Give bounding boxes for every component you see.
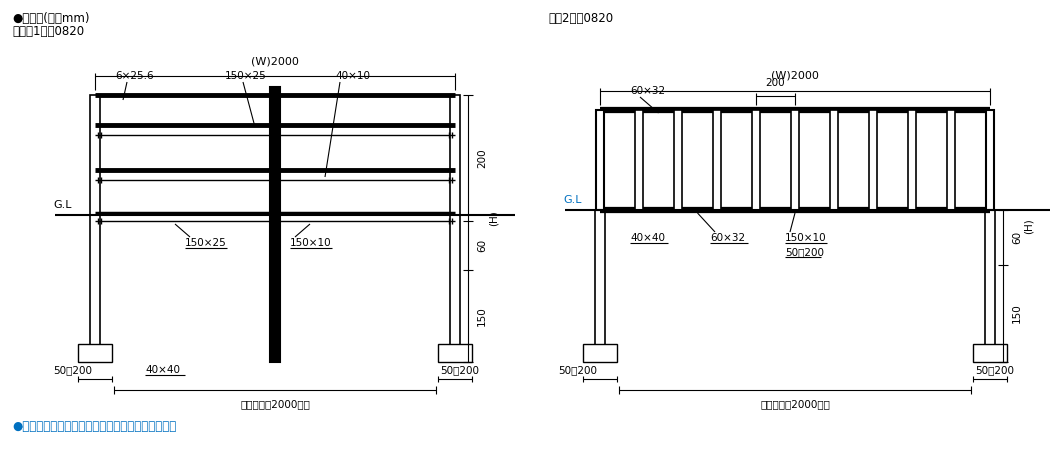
Bar <box>635 110 643 210</box>
Bar <box>985 210 995 362</box>
Bar <box>450 95 460 362</box>
Text: G.L: G.L <box>53 200 72 210</box>
Bar <box>752 110 760 210</box>
Text: 60×32: 60×32 <box>630 86 665 96</box>
Bar <box>596 110 604 210</box>
Text: (W)2000: (W)2000 <box>772 71 819 81</box>
Bar <box>907 110 916 210</box>
Text: ●据付図(単位mm): ●据付図(単位mm) <box>12 12 90 25</box>
Bar <box>713 110 721 210</box>
Text: 40×10: 40×10 <box>335 71 370 81</box>
Bar <box>90 95 100 362</box>
Text: 40×40: 40×40 <box>145 365 180 375</box>
Text: 50～200: 50～200 <box>558 365 597 375</box>
Text: 60: 60 <box>1012 231 1022 244</box>
Text: 200: 200 <box>765 78 785 88</box>
Bar <box>438 344 472 362</box>
Text: 200: 200 <box>477 148 487 168</box>
Text: 60: 60 <box>477 239 487 252</box>
Bar <box>946 110 955 210</box>
Text: 50～200: 50～200 <box>440 365 479 375</box>
Text: 50～200: 50～200 <box>975 365 1014 375</box>
Text: 150×25: 150×25 <box>186 238 227 248</box>
Text: 支柱芯間隔2000以下: 支柱芯間隔2000以下 <box>760 399 829 409</box>
Bar <box>790 110 799 210</box>
Text: 50～200: 50～200 <box>53 365 92 375</box>
Bar <box>270 87 280 362</box>
Bar <box>985 110 994 210</box>
Text: (H): (H) <box>1024 218 1034 234</box>
Text: 支柱芯間隔2000以下: 支柱芯間隔2000以下 <box>240 399 310 409</box>
Bar <box>674 110 682 210</box>
Text: 150×10: 150×10 <box>785 233 826 243</box>
Bar <box>829 110 838 210</box>
Text: 150: 150 <box>477 306 487 326</box>
Text: (W)2000: (W)2000 <box>251 56 299 66</box>
Text: 150×10: 150×10 <box>290 238 332 248</box>
Text: 6×25.6: 6×25.6 <box>115 71 154 81</box>
Bar <box>973 344 1007 362</box>
Text: 図は1型、0820: 図は1型、0820 <box>12 25 84 38</box>
Text: ●本製品は建築基準法に基づき設計されています。: ●本製品は建築基準法に基づき設計されています。 <box>12 420 176 434</box>
Text: 150×25: 150×25 <box>225 71 267 81</box>
Bar <box>78 344 112 362</box>
Text: 60×32: 60×32 <box>710 233 745 243</box>
Text: 50～200: 50～200 <box>785 247 824 257</box>
Text: 図は2型、0820: 図は2型、0820 <box>548 12 613 25</box>
Text: G.L: G.L <box>563 195 582 205</box>
Text: 40×40: 40×40 <box>630 233 665 243</box>
Text: 150: 150 <box>1012 303 1022 324</box>
Text: (H): (H) <box>489 211 499 227</box>
Bar <box>868 110 877 210</box>
Bar <box>583 344 617 362</box>
Bar <box>596 210 605 362</box>
